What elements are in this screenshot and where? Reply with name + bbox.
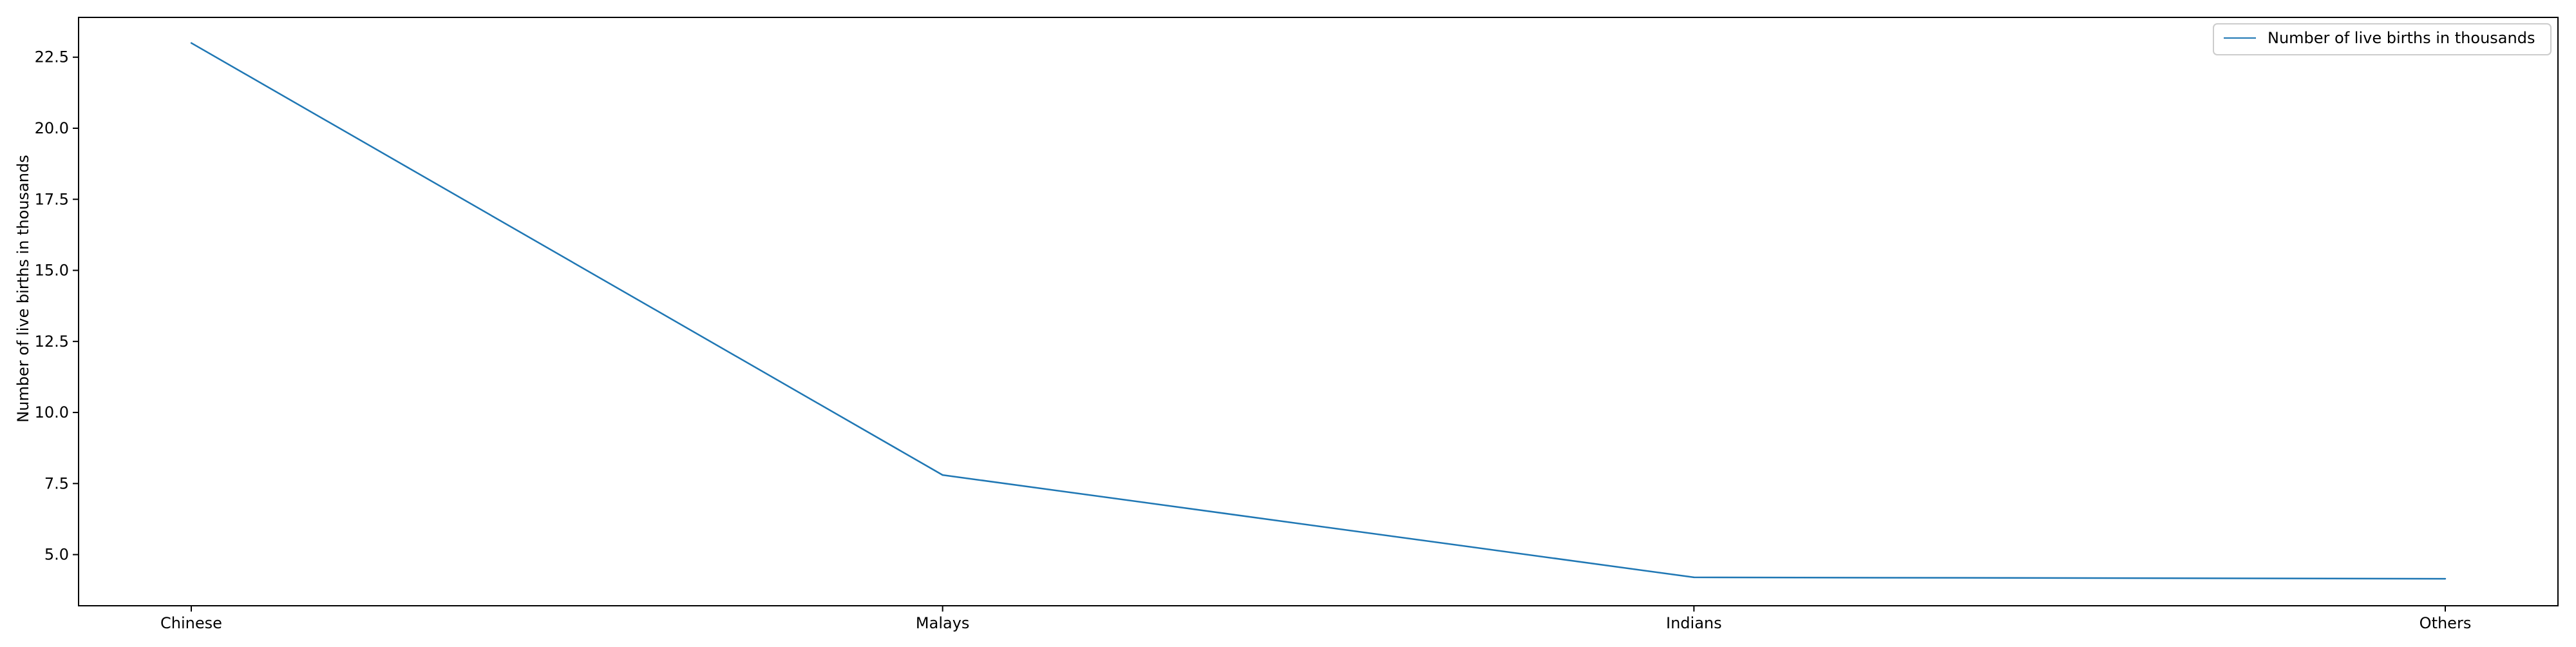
- x-tick-label: Others: [2420, 614, 2472, 632]
- plot-area-frame: [78, 17, 2559, 606]
- x-tick-label: Chinese: [160, 614, 222, 632]
- data-point: [190, 42, 193, 44]
- series-lines: [190, 42, 2447, 580]
- y-tick-label: 10.0: [35, 403, 69, 421]
- x-axis: Chinese Malays Indians Others: [160, 606, 2471, 632]
- data-point: [942, 474, 943, 476]
- x-tick-label: Malays: [916, 614, 970, 632]
- data-point: [1693, 576, 1695, 579]
- y-tick-label: 15.0: [35, 262, 69, 280]
- y-tick-label: 7.5: [44, 474, 69, 492]
- legend-box: [2213, 23, 2552, 55]
- y-tick-label: 20.0: [35, 119, 69, 137]
- y-tick-label: 17.5: [35, 190, 69, 208]
- x-tick-label: Indians: [1666, 614, 1722, 632]
- series-line: [191, 42, 2446, 580]
- y-tick-label: 22.5: [35, 48, 69, 66]
- y-axis-label: Number of live births in thousands: [14, 155, 32, 422]
- data-point: [2444, 577, 2447, 580]
- legend: Number of live births in thousands: [2213, 23, 2552, 55]
- y-tick-label: 12.5: [35, 333, 69, 351]
- legend-label: Number of live births in thousands: [2268, 29, 2535, 47]
- y-tick-label: 5.0: [44, 546, 69, 564]
- y-axis: 5.0 7.5 10.0 12.5 15.0 17.5 20.0 22.5: [35, 48, 79, 564]
